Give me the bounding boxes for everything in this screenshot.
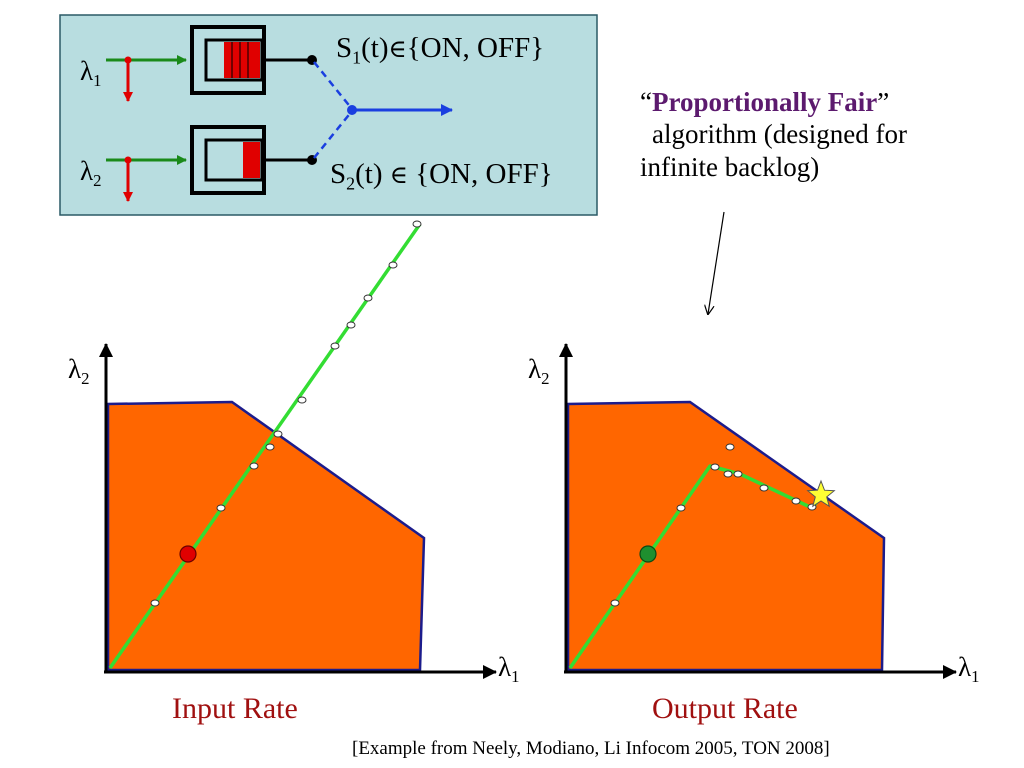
right-sample-point <box>610 599 620 607</box>
right-samples <box>610 443 817 607</box>
input-rate-caption: Input Rate <box>172 692 298 725</box>
switch-dash-1 <box>313 61 353 110</box>
output-rate-point <box>639 545 657 563</box>
lambda1-arrival-label: λ1 <box>80 56 102 90</box>
left-sample-point <box>412 220 422 228</box>
pf-line-3: infinite backlog) <box>640 151 820 182</box>
left-sample-point <box>388 261 398 269</box>
queue-2-buffer <box>204 138 264 182</box>
pf-title: “Proportionally Fair” <box>640 87 890 117</box>
left-sample-point <box>216 504 226 512</box>
queue-1-buffer <box>204 38 264 82</box>
switch-dash-2 <box>313 110 353 159</box>
left-sample-point <box>249 462 259 470</box>
left-capacity-region <box>106 400 426 672</box>
pf-line-2: algorithm (designed for <box>652 119 907 150</box>
annotation-pointer <box>708 211 725 314</box>
right-sample-point <box>676 504 686 512</box>
right-y-axis-label: λ2 <box>528 354 550 388</box>
right-sample-point <box>725 443 735 451</box>
right-sample-point <box>791 497 801 505</box>
output-rate-caption: Output Rate <box>652 692 798 725</box>
pf-annotation: “Proportionally Fair” algorithm (designe… <box>640 86 907 183</box>
left-y-axis-label: λ2 <box>68 354 90 388</box>
left-samples <box>150 220 422 607</box>
left-sample-point <box>346 321 356 329</box>
left-sample-point <box>330 342 340 350</box>
s2-state-label: S2(t) ∈ {ON, OFF} <box>330 158 553 194</box>
right-sample-point <box>759 484 769 492</box>
right-sample-point <box>710 463 720 471</box>
left-sample-point <box>273 430 283 438</box>
left-sample-point <box>297 396 307 404</box>
pf-bold-text: Proportionally Fair <box>651 87 878 117</box>
queue-2-packets <box>243 142 260 178</box>
input-rate-point <box>179 545 197 563</box>
left-x-axis-label: λ1 <box>498 652 520 686</box>
left-sample-point <box>150 599 160 607</box>
left-sample-point <box>265 443 275 451</box>
queue-2 <box>190 125 317 195</box>
left-sample-point <box>363 294 373 302</box>
right-x-axis-label: λ1 <box>958 652 980 686</box>
pf-optimum-star <box>806 479 836 508</box>
queue-1 <box>190 25 317 95</box>
s1-state-label: S1(t)∈{ON, OFF} <box>336 32 545 68</box>
right-sample-point <box>723 470 733 478</box>
right-capacity-region <box>566 400 886 672</box>
top-panel <box>59 14 598 216</box>
citation: [Example from Neely, Modiano, Li Infocom… <box>352 738 830 759</box>
queue-1-packets <box>224 42 260 78</box>
lambda2-arrival-label: λ2 <box>80 156 102 190</box>
right-sample-point <box>733 470 743 478</box>
